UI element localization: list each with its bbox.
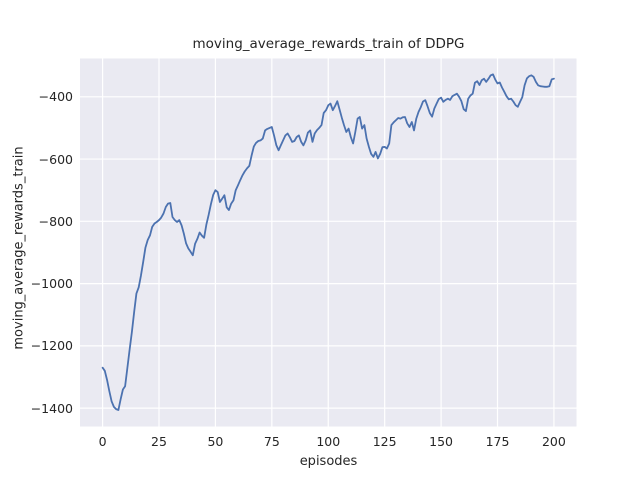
x-tick-label: 100: [316, 434, 341, 449]
chart-title: moving_average_rewards_train of DDPG: [192, 36, 465, 52]
x-tick-label: 0: [98, 434, 107, 449]
y-axis-label: moving_average_rewards_train: [11, 146, 27, 350]
x-tick-label: 75: [263, 434, 280, 449]
y-tick-label: −1200: [30, 338, 73, 354]
ddpg-series-line: [101, 73, 555, 411]
x-tick-label: 125: [372, 434, 397, 449]
y-tick-label: −600: [38, 151, 73, 167]
x-tick-label: 150: [429, 434, 453, 449]
x-tick-label: 175: [485, 434, 510, 449]
y-tick-label: −1000: [30, 276, 73, 292]
x-tick-label: 25: [151, 434, 167, 449]
x-axis-label: episodes: [299, 454, 358, 469]
y-tick-label: −400: [38, 89, 73, 105]
y-tick-label: −1400: [30, 400, 73, 416]
x-tick-label: 200: [541, 434, 566, 449]
x-tick-label: 50: [207, 434, 224, 449]
y-tick-label: −800: [38, 213, 73, 229]
